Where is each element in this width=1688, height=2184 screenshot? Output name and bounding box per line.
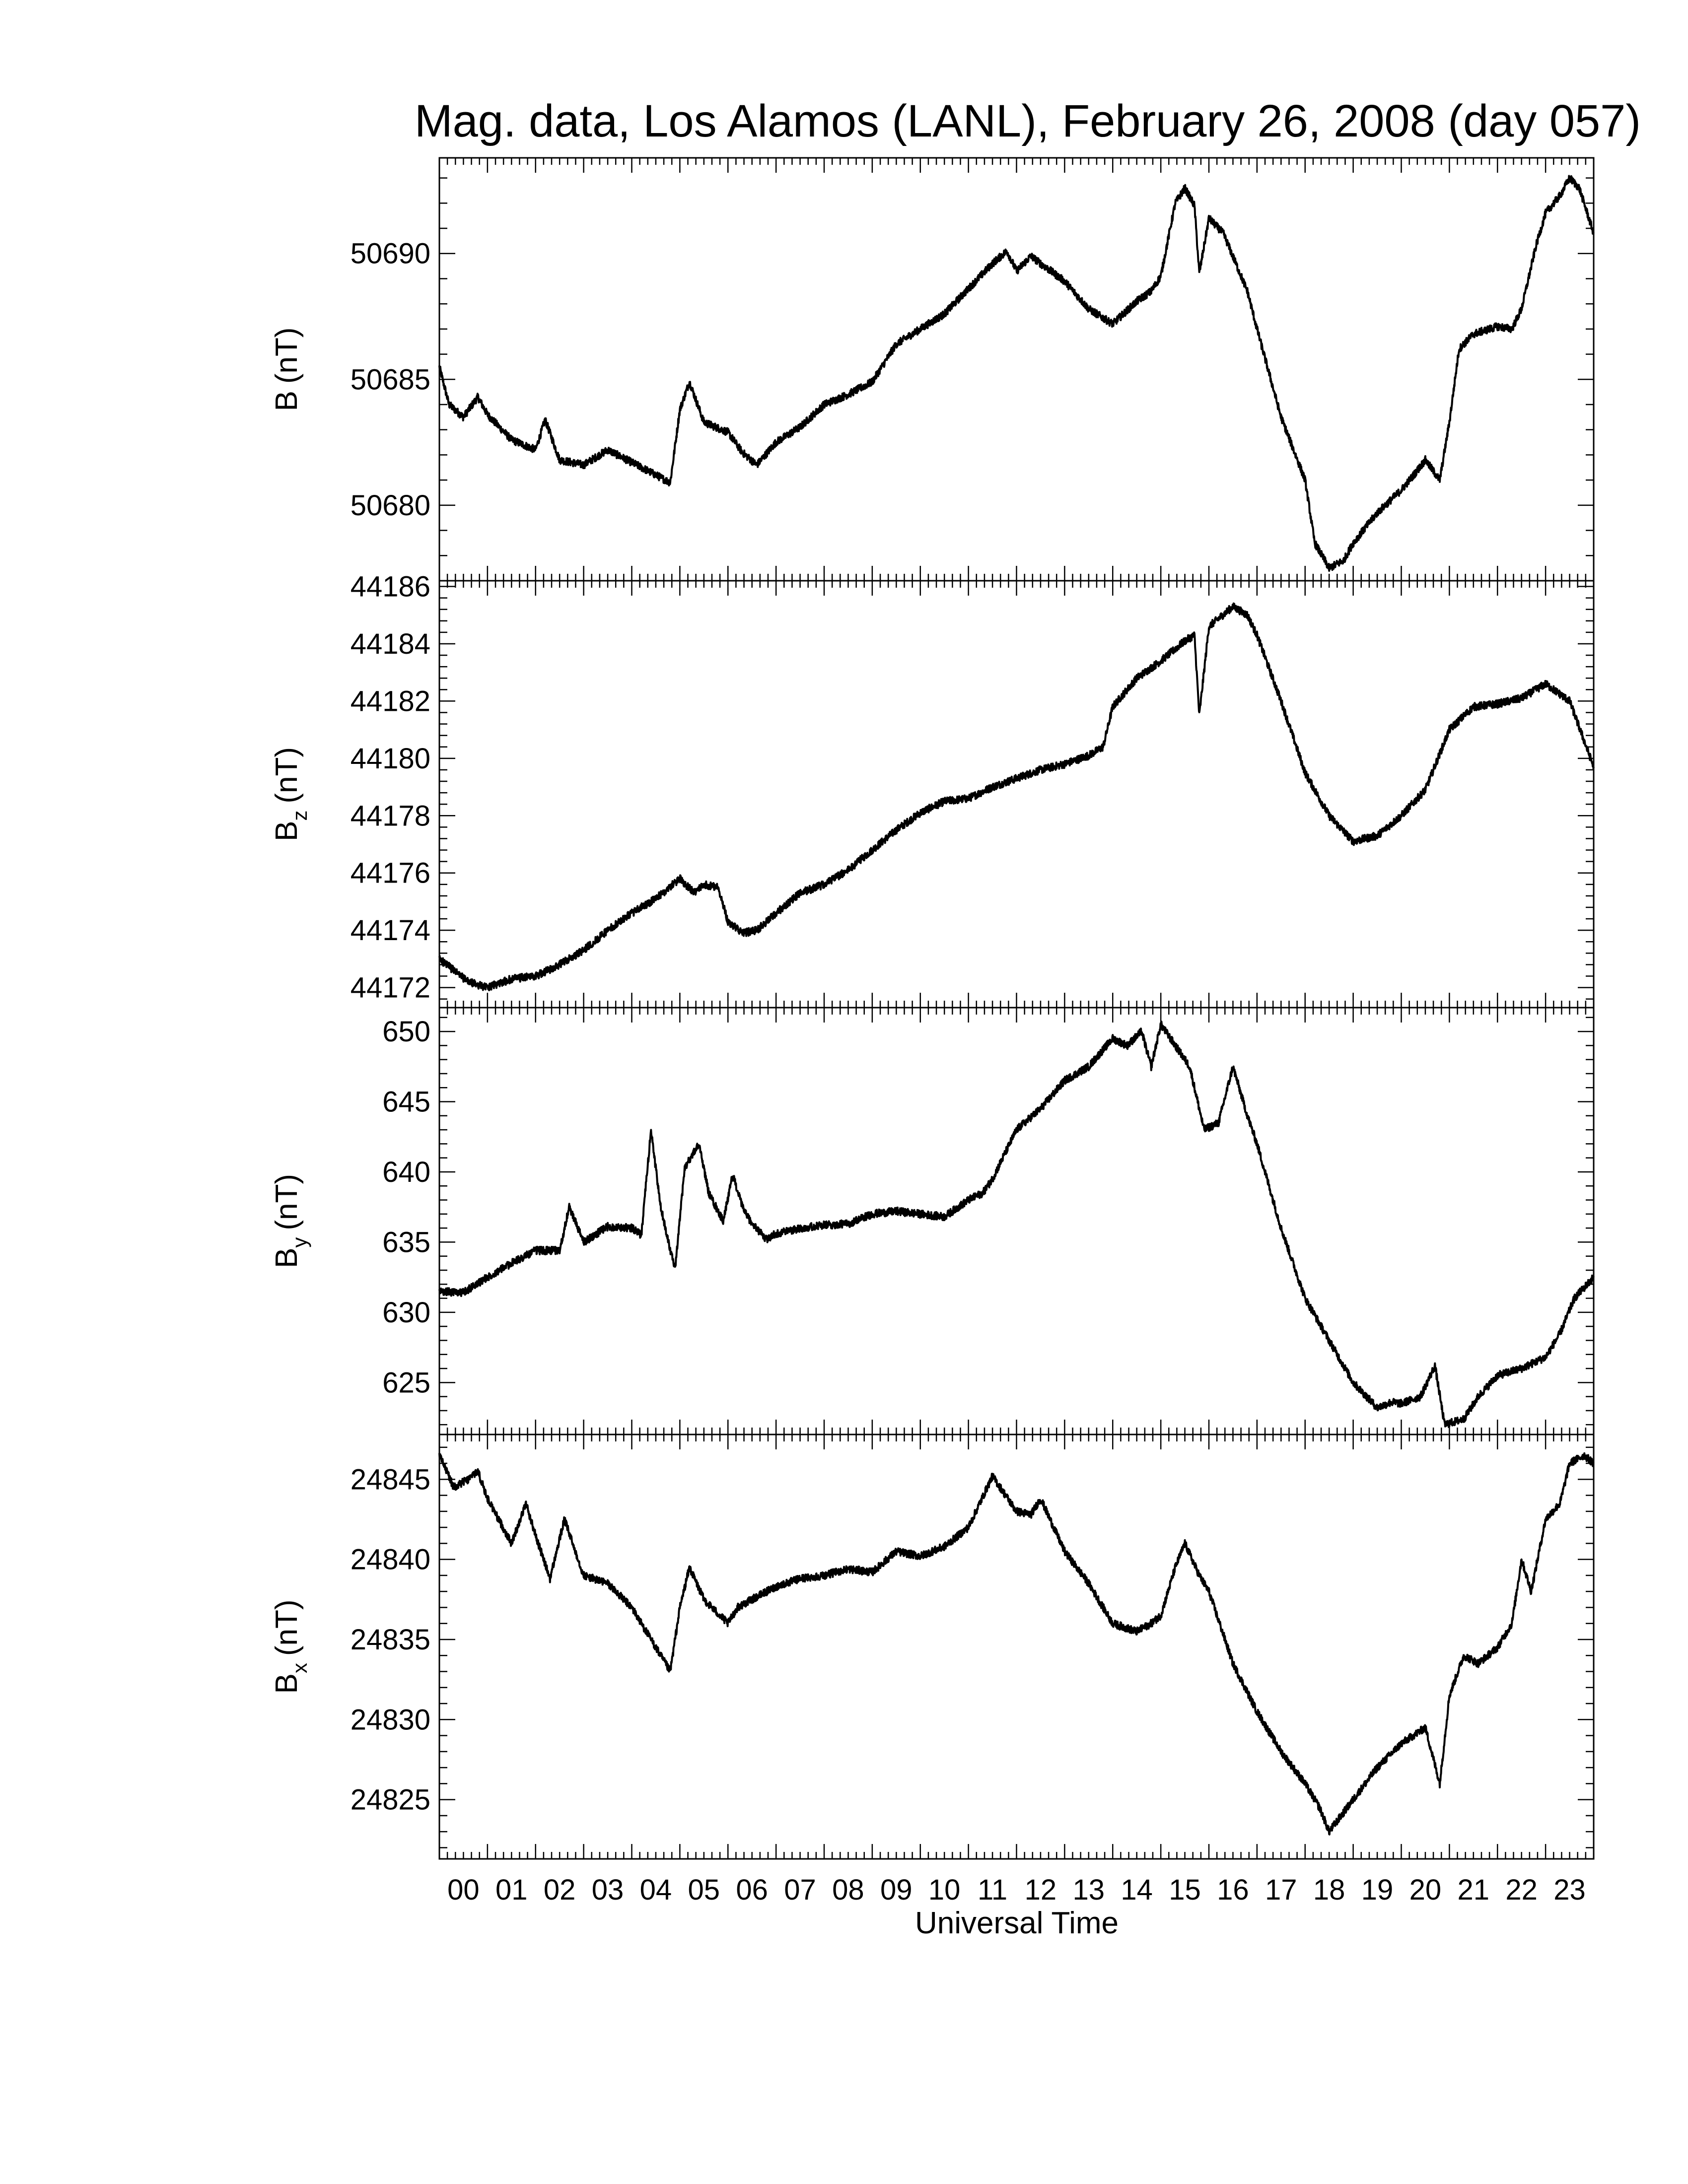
y-tick-label: 630 [382,1297,430,1329]
y-axis-title-main: B [270,391,304,411]
y-tick-label: 50690 [351,238,430,270]
panels-layer: 50680 50685 50690 B (nT) 44172 44174 44176 44178… [270,157,1595,1860]
y-tick-label: 44172 [351,972,430,1004]
x-tick-label: 21 [1458,1874,1490,1906]
x-tick-label: 10 [928,1874,961,1906]
y-axis-title: By (nT) [270,1174,311,1268]
x-tick-label: 01 [495,1874,528,1906]
y-tick-label: 650 [382,1016,430,1048]
series-line-panel-2 [438,1021,1595,1429]
x-tick-label: 16 [1217,1874,1249,1906]
y-tick-label: 24830 [351,1704,430,1736]
y-axis-title-unit: (nT) [270,1174,304,1230]
y-axis-title: Bx (nT) [270,1599,311,1694]
y-tick-label: 44180 [351,743,430,775]
panel-1: 44172 44174 44176 44178 44180 44182 44184 44186… [270,571,1595,1009]
panel-frame [438,1007,1595,1435]
y-axis-title-unit: (nT) [270,747,304,804]
x-tick-label: 08 [832,1874,864,1906]
y-tick-label: 24835 [351,1624,430,1656]
panel-frame [438,1433,1595,1860]
x-tick-label: 23 [1553,1874,1586,1906]
y-axis-title-main: B [270,821,304,841]
panel-3: 24825 24830 24835 24840 24845 Bx (nT) [270,1433,1595,1860]
y-axis-title-subscript: x [288,1663,311,1673]
y-axis-title: B (nT) [270,327,304,411]
y-axis-title-subscript: z [288,811,311,821]
series-line-panel-1 [438,602,1595,991]
y-tick-label: 44178 [351,800,430,832]
x-tick-label: 07 [784,1874,816,1906]
x-tick-label: 05 [688,1874,720,1906]
y-tick-label: 625 [382,1366,430,1399]
x-tick-label: 02 [544,1874,576,1906]
y-tick-label: 44174 [351,914,430,947]
y-axis-title-unit: (nT) [270,1599,304,1656]
y-tick-label: 44176 [351,857,430,889]
y-tick-label: 44186 [351,571,430,603]
panel-frame [438,157,1595,582]
x-tick-label: 12 [1025,1874,1057,1906]
y-tick-label: 44184 [351,628,430,660]
chart-title: Mag. data, Los Alamos (LANL), February 2… [415,96,1641,146]
x-tick-label: 20 [1409,1874,1442,1906]
y-tick-label: 645 [382,1086,430,1118]
series-line-panel-3 [438,1452,1595,1836]
y-tick-label: 50685 [351,363,430,396]
y-axis-title-unit: (nT) [270,327,304,384]
panel-2: 625 630 635 640 645 650 By (nT) [270,1007,1595,1435]
x-tick-label: 22 [1505,1874,1538,1906]
y-tick-label: 24845 [351,1463,430,1496]
x-axis-title: Universal Time [915,1906,1119,1940]
y-axis-title-subscript: y [288,1237,311,1248]
x-tick-label: 11 [978,1874,1007,1906]
y-axis-title: Bz (nT) [270,747,311,841]
x-tick-label: 17 [1265,1874,1297,1906]
panel-0: 50680 50685 50690 B (nT) [270,157,1595,582]
x-tick-label: 19 [1361,1874,1394,1906]
x-tick-label: 03 [592,1874,624,1906]
y-axis-title-main: B [270,1248,304,1268]
x-axis: 00 01 02 03 04 05 06 07 08 09 10 11 12 13 14 15 16 17 18 19… [447,1874,1586,1906]
x-tick-label: 04 [640,1874,672,1906]
y-tick-label: 44182 [351,685,430,717]
x-tick-label: 14 [1121,1874,1153,1906]
y-tick-label: 50680 [351,489,430,522]
y-axis-title-main: B [270,1673,304,1694]
x-tick-label: 09 [880,1874,913,1906]
x-tick-label: 13 [1073,1874,1105,1906]
y-tick-label: 24840 [351,1544,430,1576]
x-tick-label: 00 [447,1874,480,1906]
y-tick-label: 640 [382,1156,430,1188]
y-tick-label: 635 [382,1226,430,1258]
series-line-panel-0 [438,175,1595,572]
x-tick-label: 15 [1169,1874,1201,1906]
x-tick-label: 06 [736,1874,768,1906]
x-tick-label: 18 [1313,1874,1345,1906]
y-tick-label: 24825 [351,1784,430,1816]
